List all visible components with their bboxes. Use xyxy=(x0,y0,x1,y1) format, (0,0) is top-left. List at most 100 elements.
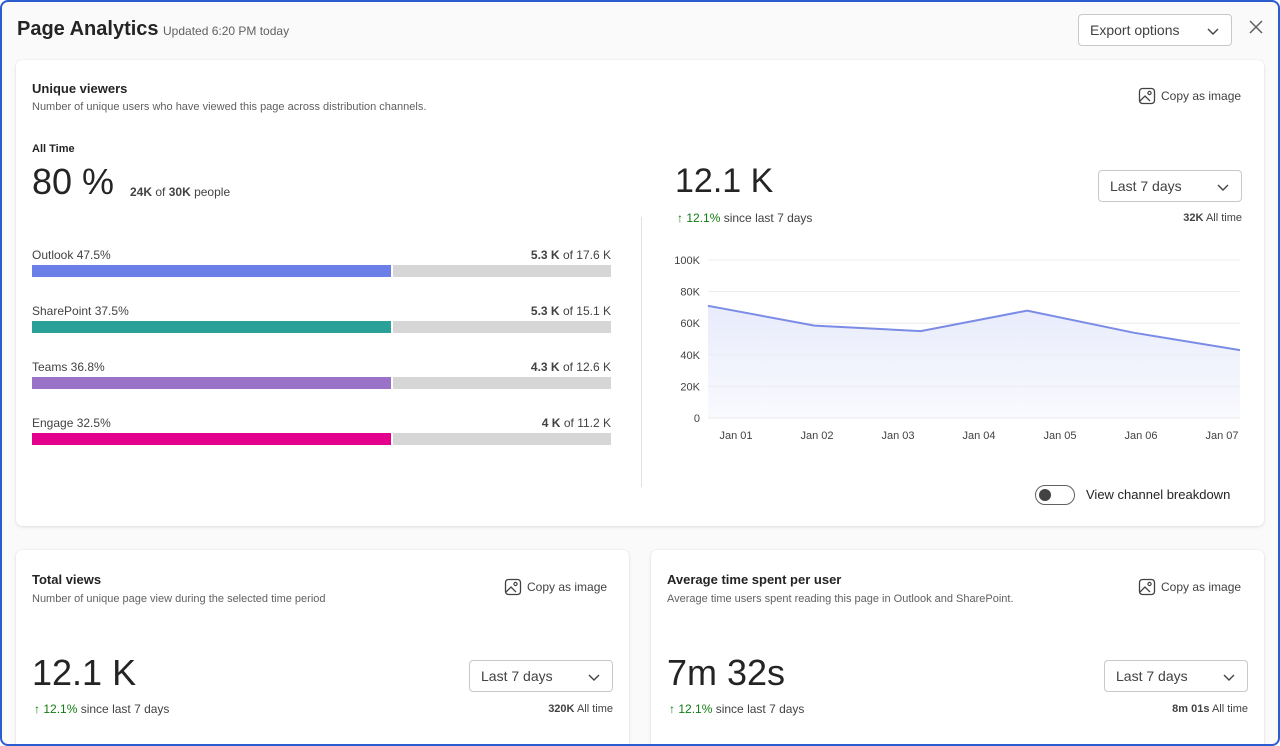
trend-text: since last 7 days xyxy=(715,702,805,716)
reach-percent: 80 % xyxy=(32,161,115,202)
avg-time-trend: ↑ 12.1% since last 7 days xyxy=(669,702,804,716)
panel-header: Page Analytics Updated 6:20 PM today Exp… xyxy=(2,2,1278,60)
range-label: Last 7 days xyxy=(1116,668,1188,684)
channel-total: 12.6 K xyxy=(576,360,611,374)
chevron-down-icon xyxy=(1217,184,1229,191)
channel-bar-fill xyxy=(32,265,391,277)
total-views-title: Total views xyxy=(32,572,102,587)
channel-value: 5.3 K of 15.1 K xyxy=(531,304,611,318)
channel-value: 4.3 K of 12.6 K xyxy=(531,360,611,374)
channel-breakdown-toggle[interactable] xyxy=(1035,485,1075,505)
copy-as-image-label: Copy as image xyxy=(1161,89,1242,103)
alltime-summary: 8m 01s All time xyxy=(1172,703,1248,715)
channel-label: Engage 32.5% xyxy=(32,416,111,430)
y-tick-label: 60K xyxy=(680,318,700,330)
people-count: 24K xyxy=(130,185,153,199)
channel-of: of xyxy=(562,304,573,318)
channel-of: of xyxy=(562,248,573,262)
unique-viewers-trend: ↑ 12.1% since last 7 days xyxy=(677,211,812,225)
channel-total: 11.2 K xyxy=(577,416,611,430)
page-title: Page Analytics xyxy=(17,18,159,40)
section-divider xyxy=(641,217,642,487)
chevron-down-icon xyxy=(1223,674,1235,681)
total-views-trend: ↑ 12.1% since last 7 days xyxy=(34,702,169,716)
y-tick-label: 0 xyxy=(694,413,700,425)
trend-percent: 12.1% xyxy=(43,702,78,716)
channel-total: 17.6 K xyxy=(576,248,611,262)
channel-breakdown-label: View channel breakdown xyxy=(1086,487,1231,502)
trend-text: since last 7 days xyxy=(723,211,813,225)
export-options-label: Export options xyxy=(1090,22,1180,38)
y-tick-label: 80K xyxy=(680,287,700,299)
alltime-value: 32K xyxy=(1183,212,1204,224)
channel-bar-gap xyxy=(391,321,393,333)
range-dropdown[interactable]: Last 7 days xyxy=(1098,170,1242,202)
period-label: All Time xyxy=(32,143,75,155)
total-views-card: Total views Number of unique page view d… xyxy=(16,550,629,744)
toggle-knob xyxy=(1039,489,1051,501)
image-icon xyxy=(504,578,522,596)
x-tick-label: Jan 02 xyxy=(800,430,833,442)
avg-time-metric: 7m 32s xyxy=(667,652,786,693)
series-line xyxy=(707,304,1241,352)
range-dropdown[interactable]: Last 7 days xyxy=(1104,660,1248,692)
trend-text: since last 7 days xyxy=(80,702,170,716)
range-label: Last 7 days xyxy=(481,668,553,684)
alltime-summary: 32K All time xyxy=(1183,212,1242,224)
unique-viewers-subtitle: Number of unique users who have viewed t… xyxy=(32,101,427,113)
alltime-label: All time xyxy=(1211,703,1248,715)
series-area xyxy=(708,305,1240,418)
unique-viewers-title: Unique viewers xyxy=(32,81,128,96)
copy-as-image-button[interactable]: Copy as image xyxy=(1138,87,1241,105)
copy-as-image-label: Copy as image xyxy=(1161,580,1242,594)
channel-value: 4 K of 11.2 K xyxy=(542,416,611,430)
channel-value: 5.3 K of 17.6 K xyxy=(531,248,611,262)
channel-bar-track xyxy=(32,321,611,333)
copy-as-image-label: Copy as image xyxy=(527,580,608,594)
channel-row: Outlook 47.5% 5.3 K of 17.6 K xyxy=(32,248,611,288)
channel-row: SharePoint 37.5% 5.3 K of 15.1 K xyxy=(32,304,611,344)
copy-as-image-button[interactable]: Copy as image xyxy=(504,578,607,596)
channel-label: Teams 36.8% xyxy=(32,360,105,374)
channel-of: of xyxy=(563,416,574,430)
unique-viewers-card: Unique viewers Number of unique users wh… xyxy=(16,60,1264,526)
x-tick-label: Jan 07 xyxy=(1205,430,1238,442)
image-icon xyxy=(1138,578,1156,596)
arrow-up-icon: ↑ xyxy=(34,702,40,716)
export-options-dropdown[interactable]: Export options xyxy=(1078,14,1232,46)
channel-row: Teams 36.8% 4.3 K of 12.6 K xyxy=(32,360,611,400)
channel-bar-fill xyxy=(32,377,391,389)
updated-timestamp: Updated 6:20 PM today xyxy=(163,24,290,38)
trend-percent: 12.1% xyxy=(686,211,721,225)
channel-bar-track xyxy=(32,377,611,389)
copy-as-image-button[interactable]: Copy as image xyxy=(1138,578,1241,596)
avg-time-subtitle: Average time users spent reading this pa… xyxy=(667,593,1014,605)
people-total: 30K xyxy=(168,185,191,199)
total-views-subtitle: Number of unique page view during the se… xyxy=(32,593,326,605)
people-summary: 24K of 30K people xyxy=(130,185,230,199)
channel-label: Outlook 47.5% xyxy=(32,248,111,262)
alltime-value: 8m 01s xyxy=(1172,703,1210,715)
channel-count: 5.3 K xyxy=(530,248,560,262)
trend-percent: 12.1% xyxy=(678,702,713,716)
channel-bar-track xyxy=(32,265,611,277)
channel-bar-track xyxy=(32,433,611,445)
avg-time-title: Average time spent per user xyxy=(667,572,842,587)
chevron-down-icon xyxy=(1207,28,1219,35)
unique-viewers-chart: 0 20K 40K 60K 80K 100K Jan 01 Jan 02 Jan 03 Jan 0… xyxy=(674,255,1241,442)
alltime-value: 320K xyxy=(548,703,575,715)
channel-bar-gap xyxy=(391,433,393,445)
channel-count: 4.3 K xyxy=(530,360,560,374)
unique-viewers-metric: 12.1 K xyxy=(675,162,774,200)
total-views-metric: 12.1 K xyxy=(32,652,137,693)
arrow-up-icon: ↑ xyxy=(669,702,675,716)
range-dropdown[interactable]: Last 7 days xyxy=(469,660,613,692)
channel-bar-gap xyxy=(391,377,393,389)
image-icon xyxy=(1138,87,1156,105)
channel-bar-fill xyxy=(32,433,391,445)
channel-count: 4 K xyxy=(541,416,561,430)
close-icon[interactable] xyxy=(1246,17,1266,37)
channel-label: SharePoint 37.5% xyxy=(32,304,129,318)
channel-bar-fill xyxy=(32,321,391,333)
